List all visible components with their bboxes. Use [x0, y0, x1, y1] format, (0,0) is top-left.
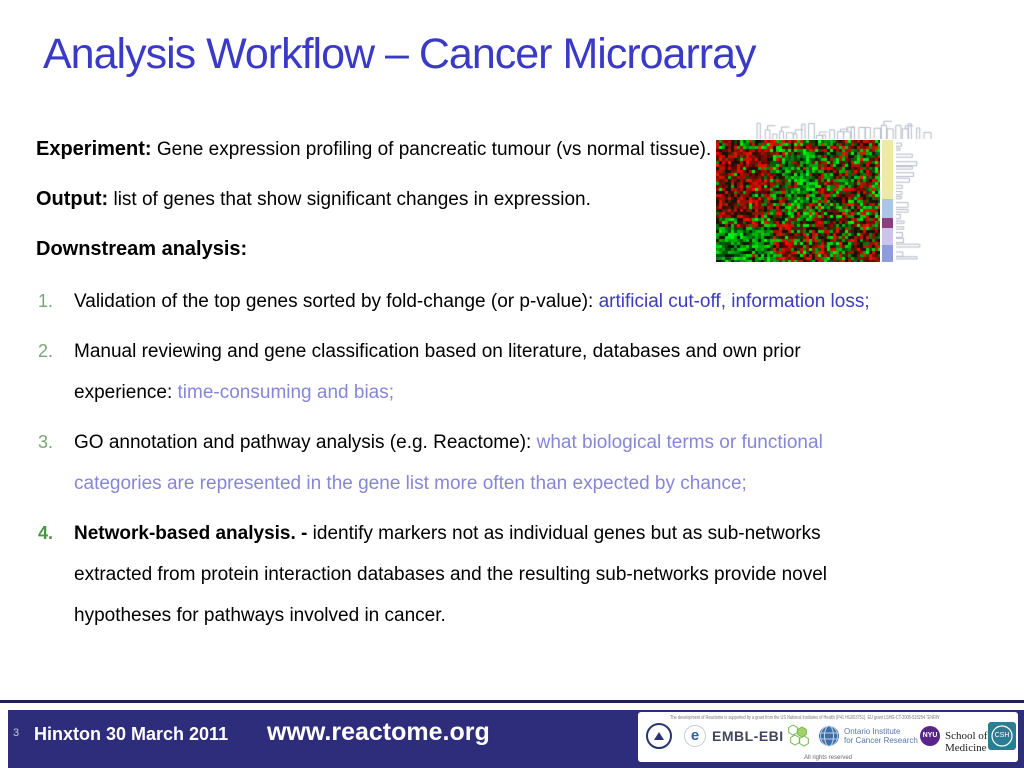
- list-item: 4. Network-based analysis. - identify mar…: [36, 513, 966, 636]
- list-item-line: GO annotation and pathway analysis (e.g.…: [74, 422, 966, 463]
- strip-segment: [882, 198, 893, 219]
- experiment-line: Experiment: Gene expression profiling of…: [36, 136, 711, 163]
- downstream-line: Downstream analysis:: [36, 236, 247, 263]
- cshl-circle-icon: [991, 725, 1013, 747]
- heatmap-cells: [716, 140, 880, 262]
- list-text-segment: GO annotation and pathway analysis (e.g.…: [74, 432, 537, 453]
- ebi-e-icon: e: [684, 725, 706, 747]
- list-text-segment: Validation of the top genes sorted by fo…: [74, 291, 599, 312]
- reactome-url: www.reactome.org: [267, 718, 490, 746]
- nih-seal-icon: [646, 723, 672, 749]
- list-item-line: hypotheses for pathways involved in canc…: [74, 595, 966, 636]
- embl-hexagon-icon: [788, 724, 809, 747]
- slide-title: Analysis Workflow – Cancer Microarray: [43, 30, 757, 78]
- rights-text: All rights reserved: [803, 755, 853, 761]
- footer-divider-line: [0, 700, 1024, 703]
- nih-triangle-icon: [654, 732, 664, 740]
- embl-ebi-logo-text: EMBL-EBI: [712, 728, 784, 744]
- cshl-label: CSH: [994, 732, 1010, 739]
- column-dendrogram: [755, 120, 933, 139]
- list-item-line: Validation of the top genes sorted by fo…: [74, 281, 966, 322]
- funding-credit-text: The development of Reactome is supported…: [670, 715, 940, 721]
- list-item: 1. Validation of the top genes sorted by …: [36, 281, 966, 322]
- list-item-number: 1.: [38, 291, 54, 311]
- strip-segment: [882, 227, 893, 245]
- output-line: Output: list of genes that show signific…: [36, 186, 591, 213]
- oicr-logo-text: Ontario Institute for Cancer Research: [844, 727, 918, 745]
- nyu-torch-icon: NYU: [920, 726, 940, 746]
- output-label: Output:: [36, 188, 109, 210]
- experiment-text: Gene expression profiling of pancreatic …: [151, 139, 712, 160]
- oicr-globe-icon: [819, 725, 839, 747]
- row-dendrogram: [896, 140, 936, 262]
- list-text-segment: categories are represented in the gene l…: [74, 473, 747, 494]
- list-item-line: experience: time-consuming and bias;: [74, 372, 966, 413]
- microarray-heatmap-figure: [713, 120, 938, 265]
- numbered-list: 1. Validation of the top genes sorted by …: [36, 281, 966, 645]
- sample-annotation-strip: [882, 140, 893, 262]
- page-number: 3: [13, 727, 20, 739]
- list-item: 3. GO annotation and pathway analysis (e.…: [36, 422, 966, 504]
- list-text-segment: time-consuming and bias;: [177, 382, 395, 403]
- venue-date: Hinxton 30 March 2011: [34, 724, 229, 744]
- experiment-label: Experiment:: [36, 138, 152, 160]
- strip-segment: [882, 218, 893, 228]
- list-item-number: 4.: [38, 523, 54, 543]
- list-item-line: categories are represented in the gene l…: [74, 463, 966, 504]
- list-item: 2. Manual reviewing and gene classificati…: [36, 331, 966, 413]
- strip-segment: [882, 140, 893, 199]
- list-item-line: Network-based analysis. - identify marke…: [74, 513, 966, 554]
- strip-segment: [882, 244, 893, 262]
- oicr-line1: Ontario Institute: [844, 727, 901, 736]
- list-item-line: extracted from protein interaction datab…: [74, 554, 966, 595]
- list-text-segment: what biological terms or functional: [536, 432, 823, 453]
- list-item-line: Manual reviewing and gene classification…: [74, 331, 966, 372]
- downstream-label: Downstream analysis:: [36, 238, 248, 260]
- output-text: list of genes that show significant chan…: [108, 189, 591, 210]
- list-text-segment: experience:: [74, 382, 178, 403]
- list-text-segment: extracted from protein interaction datab…: [74, 564, 828, 585]
- cshl-logo-icon: CSH: [988, 722, 1016, 750]
- list-text-segment: hypotheses for pathways involved in canc…: [74, 605, 446, 626]
- nyu-school-label: School of Medicine: [945, 730, 988, 754]
- list-text-segment: Network-based analysis. -: [74, 523, 313, 544]
- list-text-segment: artificial cut-off, information loss;: [598, 291, 870, 312]
- sponsor-logo-box: The development of Reactome is supported…: [638, 712, 1018, 762]
- list-text-segment: Manual reviewing and gene classification…: [74, 341, 801, 362]
- list-item-number: 2.: [38, 341, 54, 361]
- list-text-segment: identify markers not as individual genes…: [312, 523, 821, 544]
- oicr-line2: for Cancer Research: [844, 736, 918, 745]
- list-item-number: 3.: [38, 432, 54, 452]
